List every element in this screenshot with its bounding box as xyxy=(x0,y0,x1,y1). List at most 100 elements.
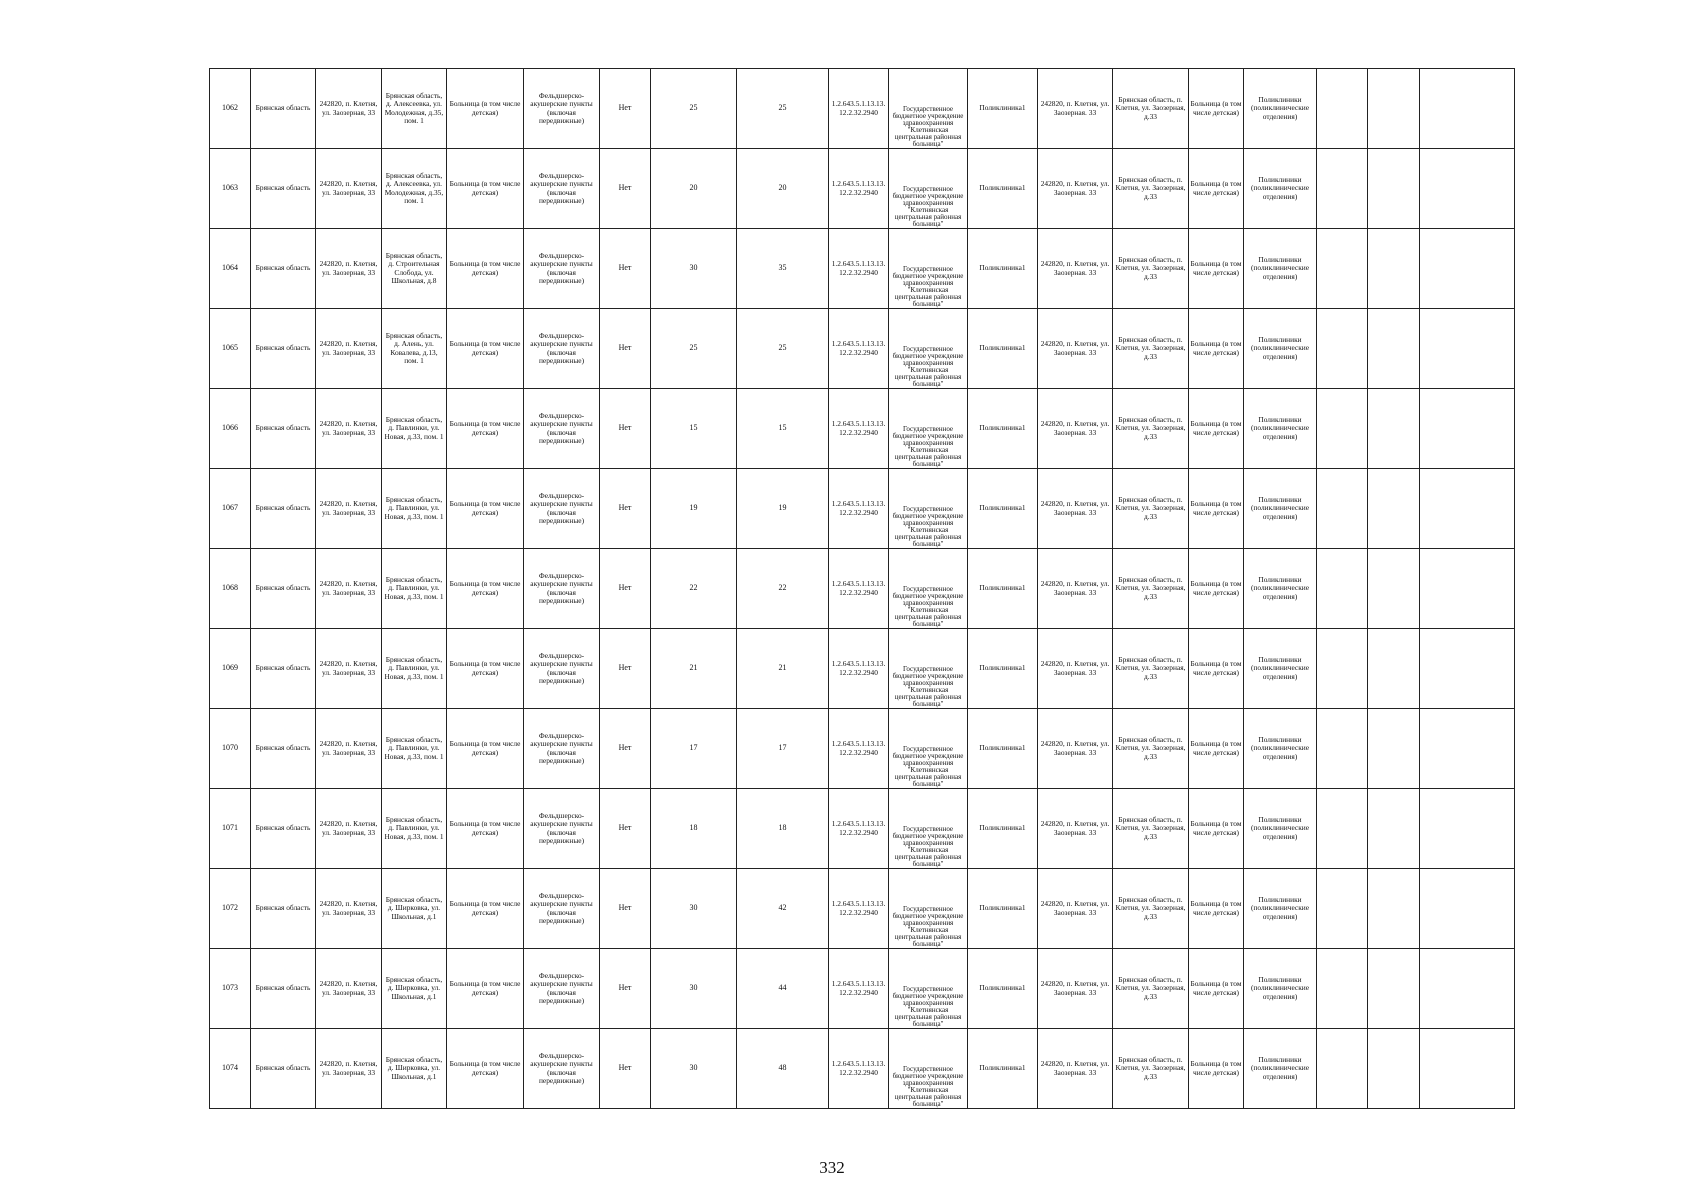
empty-cell-3 xyxy=(1419,948,1515,1029)
unit-address-cell: Брянская область, д. Ширковка, ул. Школь… xyxy=(381,868,447,949)
region-cell: Брянская область xyxy=(250,628,316,709)
unit-address-cell: Брянская область, д. Павлинки, ул. Новая… xyxy=(381,548,447,629)
parent-unit-type-cell: Поликлиники (поликлинические отделения) xyxy=(1243,148,1317,229)
parent-unit-cell: Поликлиника1 xyxy=(967,148,1038,229)
parent-unit-cell: Поликлиника1 xyxy=(967,868,1038,949)
unit-type-cell: Фельдшерско-акушерские пункты (включая п… xyxy=(523,228,600,309)
parent-unit-type-cell: Поликлиники (поликлинические отделения) xyxy=(1243,1028,1317,1109)
parent-unit-type-cell: Поликлиники (поликлинические отделения) xyxy=(1243,468,1317,549)
flag-cell: Нет xyxy=(599,1028,651,1109)
value-a-cell: 30 xyxy=(650,1028,737,1109)
row-id: 1074 xyxy=(209,1028,251,1109)
row-id: 1069 xyxy=(209,628,251,709)
unit-type-cell: Фельдшерско-акушерские пункты (включая п… xyxy=(523,788,600,869)
facilities-table: 1062 Брянская область 242820, п. Клетня, у… xyxy=(209,68,1515,1109)
parent-unit-type-cell: Поликлиники (поликлинические отделения) xyxy=(1243,628,1317,709)
empty-cell-3 xyxy=(1419,628,1515,709)
parent-facility-type-cell: Больница (в том числе детская) xyxy=(1188,148,1244,229)
empty-cell-2 xyxy=(1367,708,1420,789)
oid-cell: 1.2.643.5.1.13.13.12.2.32.2940 xyxy=(828,468,889,549)
parent-unit-cell: Поликлиника1 xyxy=(967,388,1038,469)
unit-type-cell: Фельдшерско-акушерские пункты (включая п… xyxy=(523,388,600,469)
value-a-cell: 15 xyxy=(650,388,737,469)
empty-cell-3 xyxy=(1419,868,1515,949)
oid-cell: 1.2.643.5.1.13.13.12.2.32.2940 xyxy=(828,868,889,949)
empty-cell-1 xyxy=(1316,68,1368,149)
unit-type-cell: Фельдшерско-акушерские пункты (включая п… xyxy=(523,548,600,629)
facility-type-cell: Больница (в том числе детская) xyxy=(446,788,524,869)
value-a-cell: 30 xyxy=(650,868,737,949)
empty-cell-3 xyxy=(1419,308,1515,389)
parent-unit-cell: Поликлиника1 xyxy=(967,708,1038,789)
parent-facility-type-cell: Больница (в том числе детская) xyxy=(1188,228,1244,309)
empty-cell-2 xyxy=(1367,788,1420,869)
value-b-cell: 35 xyxy=(736,228,829,309)
row-id: 1071 xyxy=(209,788,251,869)
org-name-cell: Государственное бюджетное учреждение здр… xyxy=(888,868,968,949)
unit-type-cell: Фельдшерско-акушерские пункты (включая п… xyxy=(523,708,600,789)
org-name-cell: Государственное бюджетное учреждение здр… xyxy=(888,308,968,389)
table-row: 1067 Брянская область 242820, п. Клетня, у… xyxy=(209,468,1515,549)
value-a-cell: 18 xyxy=(650,788,737,869)
parent-address-cell: Брянская область, п. Клетня, ул. Заозерн… xyxy=(1112,148,1189,229)
value-b-cell: 25 xyxy=(736,308,829,389)
region-cell: Брянская область xyxy=(250,68,316,149)
empty-cell-2 xyxy=(1367,628,1420,709)
empty-cell-3 xyxy=(1419,228,1515,309)
parent-unit-type-cell: Поликлиники (поликлинические отделения) xyxy=(1243,948,1317,1029)
parent-address-cell: Брянская область, п. Клетня, ул. Заозерн… xyxy=(1112,468,1189,549)
parent-unit-cell: Поликлиника1 xyxy=(967,628,1038,709)
oid-cell: 1.2.643.5.1.13.13.12.2.32.2940 xyxy=(828,788,889,869)
row-id: 1066 xyxy=(209,388,251,469)
org-address-cell: 242820, п. Клетня, ул. Заозерная, 33 xyxy=(315,388,382,469)
facility-type-cell: Больница (в том числе детская) xyxy=(446,708,524,789)
value-b-cell: 22 xyxy=(736,548,829,629)
unit-address-cell: Брянская область, д. Строительная Слобод… xyxy=(381,228,447,309)
value-a-cell: 22 xyxy=(650,548,737,629)
value-a-cell: 30 xyxy=(650,228,737,309)
parent-facility-type-cell: Больница (в том числе детская) xyxy=(1188,628,1244,709)
org-name-cell: Государственное бюджетное учреждение здр… xyxy=(888,228,968,309)
flag-cell: Нет xyxy=(599,628,651,709)
parent-org-address-cell: 242820, п. Клетня, ул. Заозерная. 33 xyxy=(1037,1028,1113,1109)
row-id: 1070 xyxy=(209,708,251,789)
empty-cell-1 xyxy=(1316,788,1368,869)
facility-type-cell: Больница (в том числе детская) xyxy=(446,548,524,629)
parent-org-address-cell: 242820, п. Клетня, ул. Заозерная. 33 xyxy=(1037,228,1113,309)
parent-unit-type-cell: Поликлиники (поликлинические отделения) xyxy=(1243,228,1317,309)
facility-type-cell: Больница (в том числе детская) xyxy=(446,148,524,229)
org-name-cell: Государственное бюджетное учреждение здр… xyxy=(888,948,968,1029)
parent-address-cell: Брянская область, п. Клетня, ул. Заозерн… xyxy=(1112,68,1189,149)
empty-cell-3 xyxy=(1419,148,1515,229)
table-row: 1062 Брянская область 242820, п. Клетня, у… xyxy=(209,68,1515,149)
table-row: 1072 Брянская область 242820, п. Клетня, у… xyxy=(209,868,1515,949)
facility-type-cell: Больница (в том числе детская) xyxy=(446,468,524,549)
parent-unit-type-cell: Поликлиники (поликлинические отделения) xyxy=(1243,548,1317,629)
parent-address-cell: Брянская область, п. Клетня, ул. Заозерн… xyxy=(1112,628,1189,709)
unit-address-cell: Брянская область, д. Алень, ул. Ковалева… xyxy=(381,308,447,389)
value-b-cell: 21 xyxy=(736,628,829,709)
empty-cell-2 xyxy=(1367,308,1420,389)
org-name-cell: Государственное бюджетное учреждение здр… xyxy=(888,708,968,789)
parent-org-address-cell: 242820, п. Клетня, ул. Заозерная. 33 xyxy=(1037,308,1113,389)
empty-cell-2 xyxy=(1367,68,1420,149)
parent-unit-cell: Поликлиника1 xyxy=(967,68,1038,149)
flag-cell: Нет xyxy=(599,548,651,629)
oid-cell: 1.2.643.5.1.13.13.12.2.32.2940 xyxy=(828,228,889,309)
empty-cell-1 xyxy=(1316,868,1368,949)
unit-type-cell: Фельдшерско-акушерские пункты (включая п… xyxy=(523,308,600,389)
empty-cell-1 xyxy=(1316,308,1368,389)
region-cell: Брянская область xyxy=(250,868,316,949)
value-a-cell: 21 xyxy=(650,628,737,709)
unit-address-cell: Брянская область, д. Павлинки, ул. Новая… xyxy=(381,468,447,549)
row-id: 1065 xyxy=(209,308,251,389)
org-address-cell: 242820, п. Клетня, ул. Заозерная, 33 xyxy=(315,1028,382,1109)
oid-cell: 1.2.643.5.1.13.13.12.2.32.2940 xyxy=(828,68,889,149)
parent-org-address-cell: 242820, п. Клетня, ул. Заозерная. 33 xyxy=(1037,468,1113,549)
parent-unit-cell: Поликлиника1 xyxy=(967,1028,1038,1109)
parent-unit-cell: Поликлиника1 xyxy=(967,948,1038,1029)
parent-facility-type-cell: Больница (в том числе детская) xyxy=(1188,948,1244,1029)
flag-cell: Нет xyxy=(599,148,651,229)
parent-address-cell: Брянская область, п. Клетня, ул. Заозерн… xyxy=(1112,1028,1189,1109)
parent-facility-type-cell: Больница (в том числе детская) xyxy=(1188,388,1244,469)
